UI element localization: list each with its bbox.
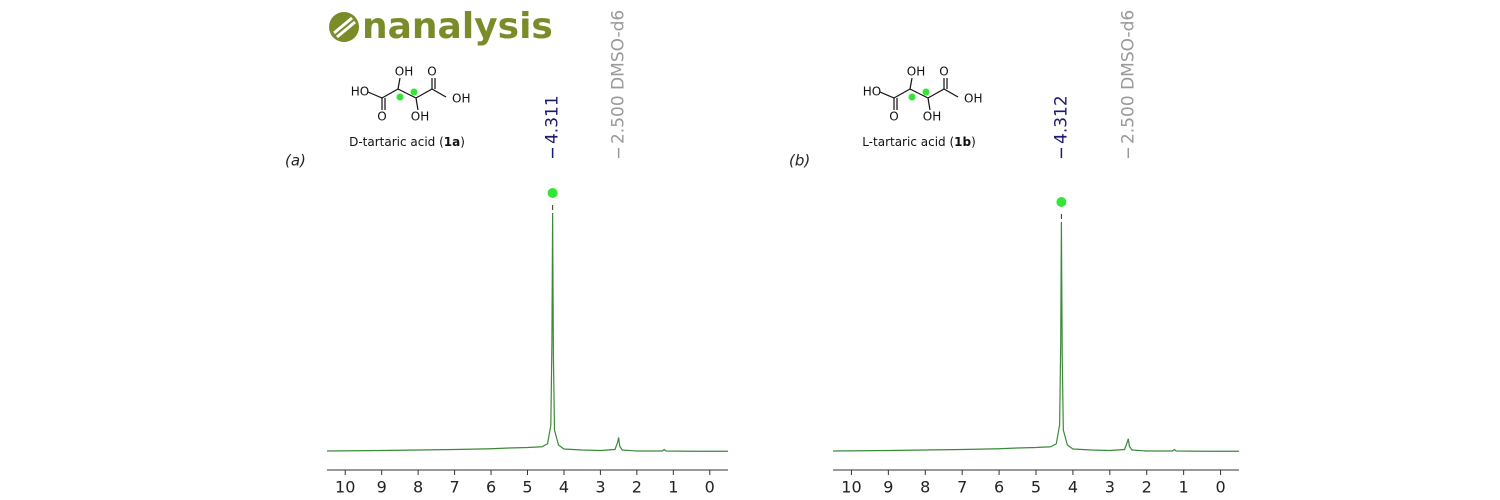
logo: nanalysis	[329, 6, 553, 47]
x-tick-label: 0	[705, 478, 715, 497]
peak-label: 4.312	[1051, 95, 1071, 144]
peak-marker	[1056, 197, 1067, 207]
x-tick-label: 6	[486, 478, 496, 497]
spectrum-line	[832, 221, 1239, 452]
bond	[431, 88, 447, 98]
atom-label: O	[377, 110, 386, 124]
x-tick-label: 1	[1179, 478, 1189, 497]
x-tick-label: 3	[595, 478, 605, 497]
atom-label: HO	[863, 85, 881, 99]
logo-icon-stripes	[333, 16, 356, 39]
atom-label: O	[939, 65, 948, 79]
bond	[909, 88, 929, 99]
compound-name-part: L-tartaric acid (	[862, 135, 954, 149]
x-tick-label: 6	[994, 478, 1004, 497]
spectrum-line	[326, 212, 728, 452]
compound-name-part: )	[971, 135, 976, 149]
atom-label: OH	[411, 110, 429, 124]
x-tick-label: 2	[1142, 478, 1152, 497]
bond	[381, 88, 399, 99]
compound-name: D-tartaric acid (1a)	[349, 135, 465, 149]
logo-text: nanalysis	[362, 6, 553, 47]
x-tick-label: 7	[957, 478, 967, 497]
x-tick-label: 3	[1105, 478, 1115, 497]
proton-marker	[908, 93, 916, 101]
panel-label: (b)	[789, 152, 810, 170]
proton-marker	[410, 88, 418, 96]
bond	[397, 88, 417, 99]
bond	[415, 88, 433, 99]
bond	[893, 88, 911, 99]
x-tick-label: 8	[413, 478, 423, 497]
x-tick-label: 8	[920, 478, 930, 497]
spectrum-panel: 10 9 8 7 6 5 4 3 2 1 04.312 2.500 DMSO-d6(b)HOOOHOH…	[789, 10, 1239, 497]
x-tick-label: 10	[841, 478, 861, 497]
atom-label: O	[427, 65, 436, 79]
x-tick-label: 7	[449, 478, 459, 497]
peak-label: 2.500 DMSO-d6	[609, 10, 629, 144]
atom-label: OH	[452, 92, 470, 106]
x-tick-label: 5	[522, 478, 532, 497]
bond	[367, 91, 383, 99]
proton-marker	[396, 93, 404, 101]
spectrum-panel: 10 9 8 7 6 5 4 3 2 1 04.311 2.500 DMSO-d6(a)HOOOHOH…	[285, 10, 728, 497]
bond	[879, 91, 895, 99]
proton-marker	[922, 88, 930, 96]
peak-marker	[547, 188, 558, 198]
atom-label: O	[889, 110, 898, 124]
bond	[397, 77, 401, 90]
logo-icon	[329, 12, 359, 42]
peak-label: 2.500 DMSO-d6	[1118, 10, 1138, 144]
peak-label: 4.311	[543, 95, 563, 144]
compound-name: L-tartaric acid (1b)	[862, 135, 976, 149]
atom-label: OH	[964, 92, 982, 106]
compound-name-part: 1b	[954, 135, 971, 149]
x-tick-label: 10	[335, 478, 355, 497]
compound-name-part: D-tartaric acid (	[349, 135, 444, 149]
atom-label: OH	[907, 65, 925, 79]
x-tick-label: 5	[1031, 478, 1041, 497]
atom-label: OH	[923, 110, 941, 124]
x-tick-label: 2	[632, 478, 642, 497]
panel-label: (a)	[285, 152, 306, 170]
bond	[415, 97, 419, 111]
atom-label: OH	[395, 65, 413, 79]
x-tick-label: 4	[559, 478, 569, 497]
compound-name-part: )	[460, 135, 465, 149]
bond	[909, 77, 913, 90]
compound-name-part: 1a	[444, 135, 460, 149]
atom-label: HO	[351, 85, 369, 99]
x-tick-label: 9	[377, 478, 387, 497]
x-tick-label: 0	[1215, 478, 1225, 497]
bond	[927, 97, 931, 111]
bond	[943, 88, 959, 98]
bond	[927, 88, 945, 99]
x-tick-label: 9	[883, 478, 893, 497]
x-tick-label: 1	[668, 478, 678, 497]
x-tick-label: 4	[1068, 478, 1078, 497]
